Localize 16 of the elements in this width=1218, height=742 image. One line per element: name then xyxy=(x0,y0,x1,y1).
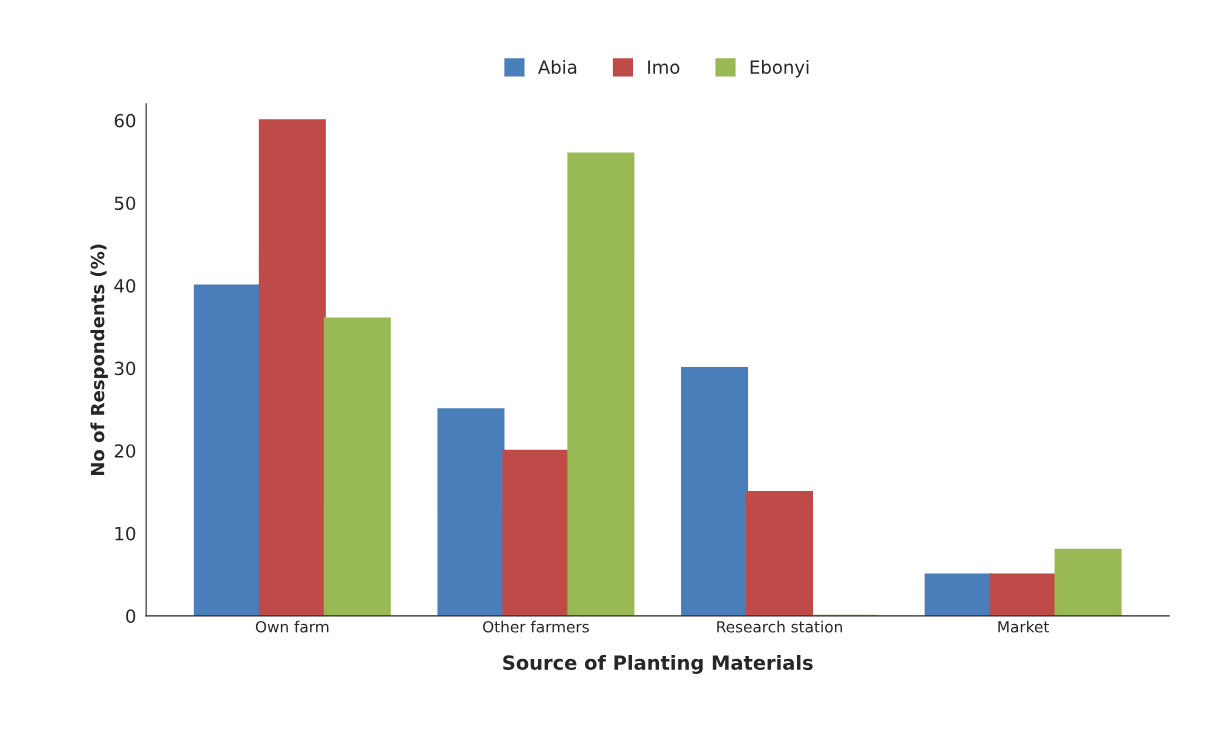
y-tick-label: 30 xyxy=(114,361,136,376)
y-tick-label: 40 xyxy=(114,279,136,293)
y-tick-label: 50 xyxy=(114,196,136,211)
legend-label: Imo xyxy=(648,60,680,74)
y-tick-label: 60 xyxy=(114,113,136,128)
y-tick-label: 0 xyxy=(126,609,136,623)
x-axis-title: Source of Planting Materials xyxy=(503,654,813,674)
y-tick-label: 20 xyxy=(114,444,136,458)
x-tick-label: Market xyxy=(998,620,1050,633)
x-tick-label: Research station xyxy=(717,620,842,633)
y-tick-label: 10 xyxy=(115,526,136,541)
x-tick-label: Other farmers xyxy=(483,620,589,633)
y-axis-title: No of Respondents (%) xyxy=(90,244,108,476)
legend-label: Abia xyxy=(538,59,577,74)
legend-label: Ebonyi xyxy=(750,59,809,78)
x-tick-label: Own farm xyxy=(255,620,329,633)
